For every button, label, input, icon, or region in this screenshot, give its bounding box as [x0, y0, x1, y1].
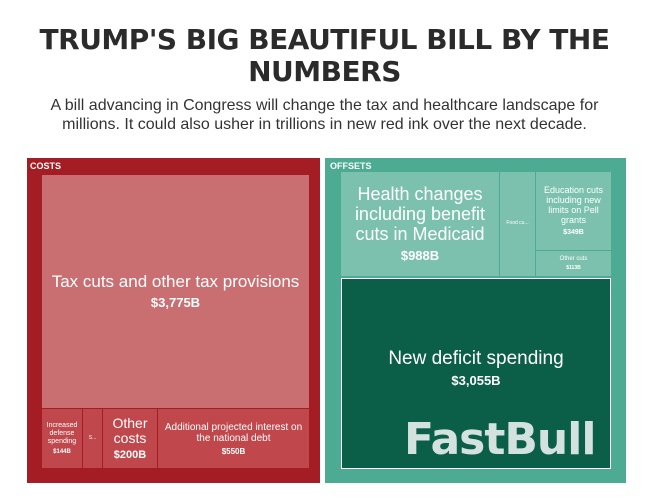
tile-value: $988B [400, 247, 440, 263]
tile-label: Food cu... [506, 220, 529, 227]
tile-other-costs: Other costs $200B [103, 409, 157, 468]
tile-value: $550B [221, 446, 246, 456]
tile-health: Health changes including benefit cuts in… [341, 172, 499, 276]
chart-title: TRUMP'S BIG BEAUTIFUL BILL BY THE NUMBER… [39, 23, 610, 88]
watermark-logo: FastBull [404, 414, 596, 465]
group-label-costs: COSTS [30, 161, 62, 171]
tile-label: Additional projected interest on the nat… [164, 421, 303, 444]
chart-subtitle: A bill advancing in Congress will change… [50, 97, 599, 133]
tile-tax: Tax cuts and other tax provisions $3,775B [42, 175, 309, 408]
tile-value: $3,775B [150, 294, 201, 310]
tile-interest: Additional projected interest on the nat… [158, 409, 309, 468]
tile-education: Education cuts including new limits on P… [536, 172, 611, 250]
tile-value: $113B [566, 265, 581, 272]
tile-value: $200B [113, 449, 147, 462]
tile-label: Tax cuts and other tax provisions [51, 272, 300, 292]
tile-defense: Increased defense spending $144B [42, 409, 82, 468]
tile-label: Education cuts including new limits on P… [543, 185, 604, 225]
tile-label: Health changes including benefit cuts in… [354, 184, 486, 244]
group-label-offsets: OFFSETS [330, 161, 372, 171]
tile-value: $144B [53, 448, 71, 455]
tile-value: $3,055B [451, 372, 501, 388]
tile-value: $349B [563, 228, 584, 236]
tile-label: Increased defense spending [46, 422, 78, 445]
tile-other-cuts: Other cuts $113B [536, 251, 611, 276]
tile-label: New deficit spending [388, 348, 564, 369]
tile-deficit: New deficit spending $3,055B [341, 278, 611, 469]
tile-food: Food cu... [500, 172, 535, 276]
tile-small: S... [83, 409, 102, 468]
tile-label: Other costs [112, 414, 148, 446]
tile-label: Other cuts [559, 255, 588, 262]
tile-label: S... [88, 434, 97, 441]
